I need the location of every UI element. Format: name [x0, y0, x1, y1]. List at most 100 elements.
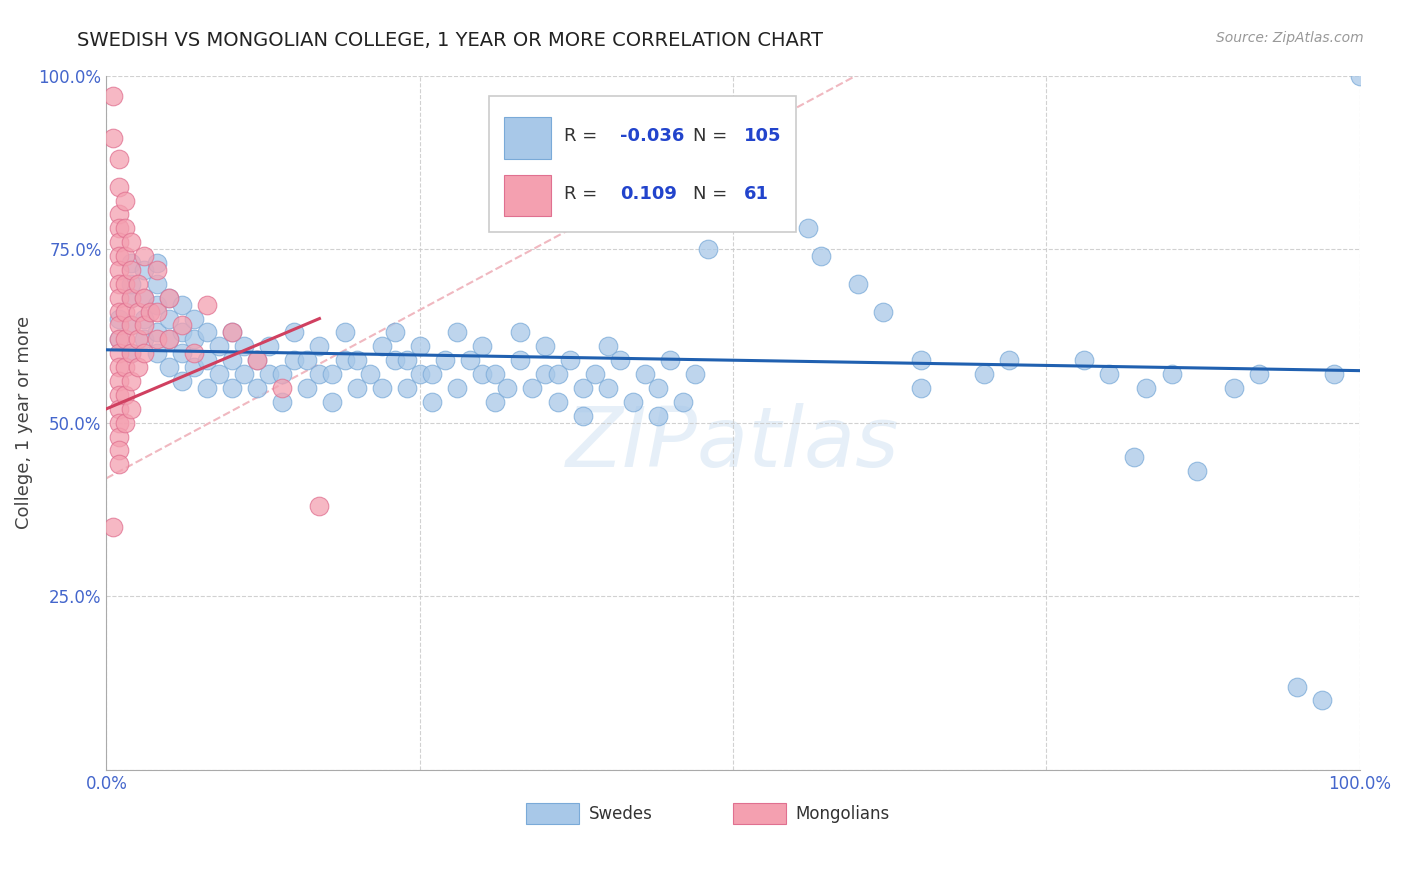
Point	[321, 395, 343, 409]
FancyBboxPatch shape	[503, 117, 551, 159]
Point	[145, 346, 167, 360]
Point	[157, 360, 180, 375]
Point	[596, 339, 619, 353]
Point	[170, 318, 193, 333]
Point	[1185, 464, 1208, 478]
Point	[659, 353, 682, 368]
Point	[471, 339, 494, 353]
Point	[121, 291, 143, 305]
Point	[170, 298, 193, 312]
Point	[583, 367, 606, 381]
Point	[195, 298, 218, 312]
Point	[621, 395, 644, 409]
Point	[145, 332, 167, 346]
Point	[121, 263, 143, 277]
Point	[233, 339, 256, 353]
Point	[1073, 353, 1095, 368]
Point	[157, 291, 180, 305]
Point	[522, 381, 544, 395]
Point	[1160, 367, 1182, 381]
Point	[547, 395, 569, 409]
Point	[132, 332, 155, 346]
Point	[295, 381, 318, 395]
Point	[183, 346, 205, 360]
Point	[709, 214, 731, 228]
Point	[108, 332, 131, 346]
Point	[685, 367, 707, 381]
Point	[108, 235, 131, 249]
Point	[634, 367, 657, 381]
Point	[283, 326, 305, 340]
Point	[127, 332, 149, 346]
Point	[127, 360, 149, 375]
Point	[108, 277, 131, 291]
Point	[1323, 367, 1346, 381]
Point	[221, 381, 243, 395]
Point	[108, 318, 131, 333]
Point	[132, 318, 155, 333]
Text: 105: 105	[744, 127, 782, 145]
FancyBboxPatch shape	[489, 96, 796, 232]
Text: N =: N =	[693, 127, 727, 145]
Y-axis label: College, 1 year or more: College, 1 year or more	[15, 316, 32, 529]
Point	[221, 326, 243, 340]
Point	[121, 401, 143, 416]
Point	[609, 353, 631, 368]
Point	[108, 304, 131, 318]
Point	[446, 326, 468, 340]
Text: ZIPatlas: ZIPatlas	[567, 403, 900, 484]
Point	[997, 353, 1019, 368]
Text: SWEDISH VS MONGOLIAN COLLEGE, 1 YEAR OR MORE CORRELATION CHART: SWEDISH VS MONGOLIAN COLLEGE, 1 YEAR OR …	[77, 31, 824, 50]
Point	[108, 249, 131, 263]
Point	[121, 374, 143, 388]
Point	[183, 332, 205, 346]
Point	[101, 89, 124, 103]
Point	[145, 263, 167, 277]
Point	[108, 263, 131, 277]
Text: 61: 61	[744, 185, 769, 202]
Point	[145, 298, 167, 312]
Point	[108, 416, 131, 430]
Point	[108, 429, 131, 443]
Point	[132, 291, 155, 305]
Point	[114, 388, 136, 402]
Point	[973, 367, 995, 381]
Point	[108, 221, 131, 235]
Point	[108, 332, 131, 346]
Point	[121, 318, 143, 333]
Point	[1249, 367, 1271, 381]
Point	[396, 353, 419, 368]
Point	[127, 304, 149, 318]
Point	[384, 353, 406, 368]
Point	[208, 367, 231, 381]
Point	[346, 381, 368, 395]
Point	[121, 346, 143, 360]
Point	[108, 401, 131, 416]
Point	[1135, 381, 1157, 395]
Point	[1223, 381, 1246, 395]
Point	[114, 194, 136, 208]
Text: Mongolians: Mongolians	[796, 805, 890, 822]
Point	[108, 311, 131, 326]
Text: Swedes: Swedes	[589, 805, 652, 822]
Point	[384, 326, 406, 340]
Point	[114, 360, 136, 375]
Point	[408, 339, 430, 353]
Point	[283, 353, 305, 368]
Point	[108, 374, 131, 388]
Point	[101, 131, 124, 145]
Point	[145, 256, 167, 270]
Point	[1310, 693, 1333, 707]
Point	[1098, 367, 1121, 381]
Point	[114, 332, 136, 346]
Point	[420, 367, 443, 381]
Point	[121, 318, 143, 333]
Point	[108, 291, 131, 305]
Point	[246, 353, 269, 368]
Point	[647, 409, 669, 423]
Point	[571, 381, 593, 395]
Point	[132, 249, 155, 263]
Point	[157, 291, 180, 305]
Point	[734, 186, 756, 201]
Point	[121, 346, 143, 360]
